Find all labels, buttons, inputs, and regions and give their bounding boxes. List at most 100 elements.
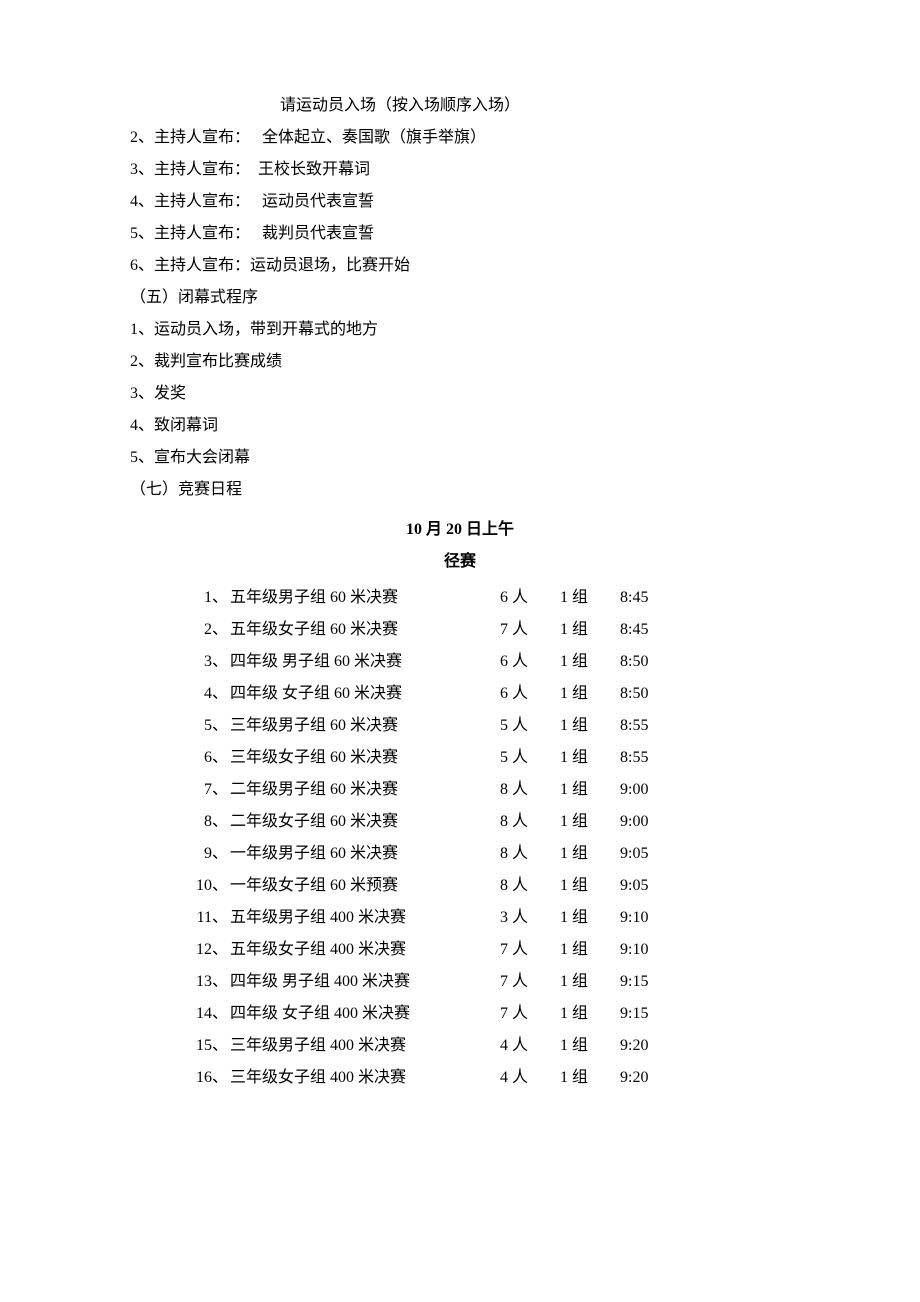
row-time: 9:05 xyxy=(620,838,680,870)
row-group: 1 组 xyxy=(560,902,620,934)
row-desc: 五年级女子组 400 米决赛 xyxy=(230,934,500,966)
schedule-table: 1、五年级男子组 60 米决赛6 人1 组8:452、五年级女子组 60 米决赛… xyxy=(130,582,790,1094)
row-people: 7 人 xyxy=(500,966,560,998)
table-row: 4、四年级 女子组 60 米决赛6 人1 组8:50 xyxy=(190,678,790,710)
row-time: 9:15 xyxy=(620,998,680,1030)
row-desc: 三年级男子组 400 米决赛 xyxy=(230,1030,500,1062)
row-group: 1 组 xyxy=(560,1062,620,1094)
row-time: 9:20 xyxy=(620,1030,680,1062)
table-row: 12、五年级女子组 400 米决赛7 人1 组9:10 xyxy=(190,934,790,966)
row-index: 1、 xyxy=(190,582,230,614)
row-people: 8 人 xyxy=(500,806,560,838)
row-people: 5 人 xyxy=(500,710,560,742)
row-index: 13、 xyxy=(190,966,230,998)
row-desc: 二年级男子组 60 米决赛 xyxy=(230,774,500,806)
row-desc: 一年级男子组 60 米决赛 xyxy=(230,838,500,870)
row-people: 4 人 xyxy=(500,1062,560,1094)
row-index: 6、 xyxy=(190,742,230,774)
row-time: 9:10 xyxy=(620,902,680,934)
table-row: 3、四年级 男子组 60 米决赛6 人1 组8:50 xyxy=(190,646,790,678)
row-time: 9:15 xyxy=(620,966,680,998)
row-index: 9、 xyxy=(190,838,230,870)
row-group: 1 组 xyxy=(560,742,620,774)
row-index: 4、 xyxy=(190,678,230,710)
header-line: 5、主持人宣布： 裁判员代表宣誓 xyxy=(130,218,790,250)
row-people: 8 人 xyxy=(500,838,560,870)
row-desc: 二年级女子组 60 米决赛 xyxy=(230,806,500,838)
row-group: 1 组 xyxy=(560,806,620,838)
header-line: （七）竞赛日程 xyxy=(130,474,790,506)
row-group: 1 组 xyxy=(560,646,620,678)
table-row: 15、 三年级男子组 400 米决赛4 人1 组9:20 xyxy=(190,1030,790,1062)
table-row: 7、二年级男子组 60 米决赛8 人1 组9:00 xyxy=(190,774,790,806)
row-desc: 三年级女子组 400 米决赛 xyxy=(230,1062,500,1094)
row-desc: 五年级男子组 400 米决赛 xyxy=(230,902,500,934)
row-desc: 三年级男子组 60 米决赛 xyxy=(230,710,500,742)
row-people: 6 人 xyxy=(500,646,560,678)
header-line: 2、主持人宣布： 全体起立、奏国歌（旗手举旗） xyxy=(130,122,790,154)
row-index: 2、 xyxy=(190,614,230,646)
row-group: 1 组 xyxy=(560,998,620,1030)
document-header: 请运动员入场（按入场顺序入场）2、主持人宣布： 全体起立、奏国歌（旗手举旗）3、… xyxy=(130,90,790,506)
section-title: 10 月 20 日上午 径赛 xyxy=(130,514,790,578)
header-line: 6、主持人宣布：运动员退场，比赛开始 xyxy=(130,250,790,282)
row-group: 1 组 xyxy=(560,710,620,742)
row-desc: 五年级女子组 60 米决赛 xyxy=(230,614,500,646)
row-group: 1 组 xyxy=(560,934,620,966)
table-row: 13、四年级 男子组 400 米决赛7 人1 组9:15 xyxy=(190,966,790,998)
row-group: 1 组 xyxy=(560,582,620,614)
row-desc: 四年级 男子组 400 米决赛 xyxy=(230,966,500,998)
row-time: 8:50 xyxy=(620,678,680,710)
table-row: 8、二年级女子组 60 米决赛8 人1 组9:00 xyxy=(190,806,790,838)
table-row: 2、五年级女子组 60 米决赛7 人1 组8:45 xyxy=(190,614,790,646)
section-date: 10 月 20 日上午 xyxy=(130,514,790,546)
row-time: 9:05 xyxy=(620,870,680,902)
table-row: 11、五年级男子组 400 米决赛3 人1 组9:10 xyxy=(190,902,790,934)
row-desc: 五年级男子组 60 米决赛 xyxy=(230,582,500,614)
row-time: 8:45 xyxy=(620,582,680,614)
header-line: 3、发奖 xyxy=(130,378,790,410)
table-row: 6、 三年级女子组 60 米决赛5 人1 组8:55 xyxy=(190,742,790,774)
row-desc: 四年级 女子组 60 米决赛 xyxy=(230,678,500,710)
row-time: 8:45 xyxy=(620,614,680,646)
header-line: 1、运动员入场，带到开幕式的地方 xyxy=(130,314,790,346)
row-group: 1 组 xyxy=(560,870,620,902)
row-desc: 四年级 男子组 60 米决赛 xyxy=(230,646,500,678)
row-index: 15、 xyxy=(190,1030,230,1062)
row-people: 4 人 xyxy=(500,1030,560,1062)
row-index: 10、 xyxy=(190,870,230,902)
header-line: 4、主持人宣布： 运动员代表宣誓 xyxy=(130,186,790,218)
header-line: 5、宣布大会闭幕 xyxy=(130,442,790,474)
row-people: 7 人 xyxy=(500,934,560,966)
table-row: 1、五年级男子组 60 米决赛6 人1 组8:45 xyxy=(190,582,790,614)
header-line: （五）闭幕式程序 xyxy=(130,282,790,314)
row-people: 6 人 xyxy=(500,678,560,710)
section-sub: 径赛 xyxy=(130,546,790,578)
header-line: 3、主持人宣布： 王校长致开幕词 xyxy=(130,154,790,186)
table-row: 10、一年级女子组 60 米预赛8 人1 组9:05 xyxy=(190,870,790,902)
row-index: 16、 xyxy=(190,1062,230,1094)
row-index: 12、 xyxy=(190,934,230,966)
row-people: 6 人 xyxy=(500,582,560,614)
row-people: 7 人 xyxy=(500,998,560,1030)
row-group: 1 组 xyxy=(560,678,620,710)
row-index: 3、 xyxy=(190,646,230,678)
row-desc: 四年级 女子组 400 米决赛 xyxy=(230,998,500,1030)
row-group: 1 组 xyxy=(560,1030,620,1062)
row-time: 8:50 xyxy=(620,646,680,678)
table-row: 9、一年级男子组 60 米决赛8 人1 组9:05 xyxy=(190,838,790,870)
row-index: 7、 xyxy=(190,774,230,806)
row-people: 5 人 xyxy=(500,742,560,774)
row-time: 9:20 xyxy=(620,1062,680,1094)
row-people: 8 人 xyxy=(500,774,560,806)
header-line: 4、致闭幕词 xyxy=(130,410,790,442)
row-group: 1 组 xyxy=(560,614,620,646)
row-time: 9:10 xyxy=(620,934,680,966)
table-row: 5、 三年级男子组 60 米决赛5 人1 组8:55 xyxy=(190,710,790,742)
row-index: 5、 xyxy=(190,710,230,742)
table-row: 16、 三年级女子组 400 米决赛4 人1 组9:20 xyxy=(190,1062,790,1094)
row-index: 11、 xyxy=(190,902,230,934)
row-desc: 一年级女子组 60 米预赛 xyxy=(230,870,500,902)
row-index: 8、 xyxy=(190,806,230,838)
row-group: 1 组 xyxy=(560,838,620,870)
